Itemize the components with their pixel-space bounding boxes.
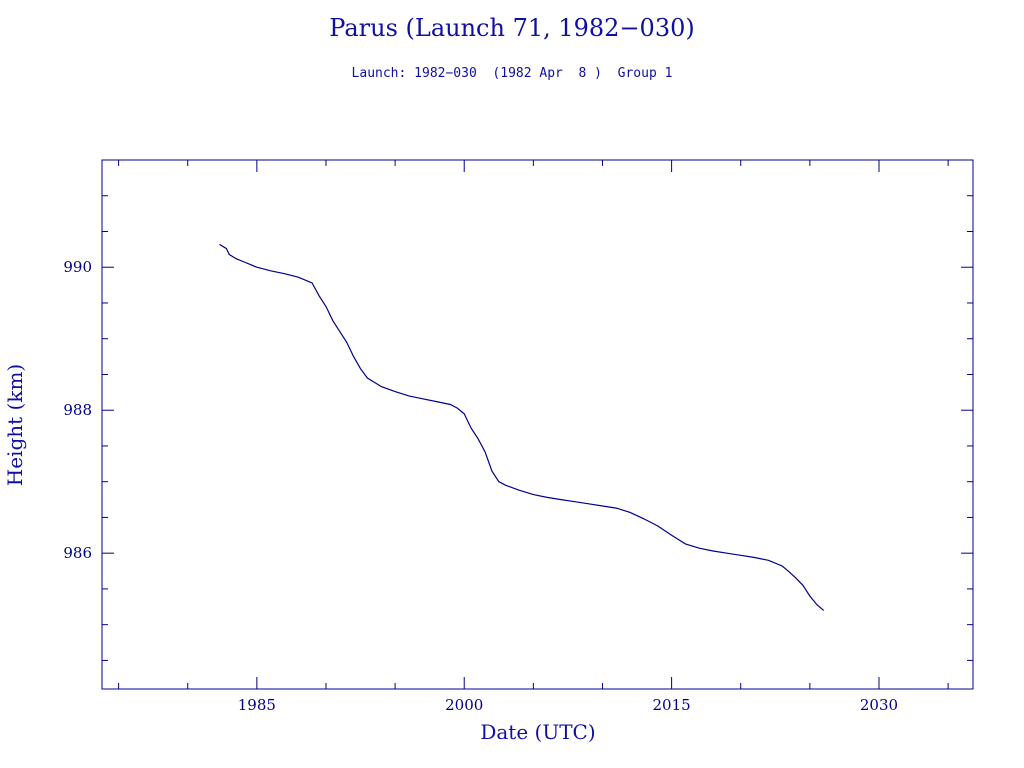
plot-frame	[101, 159, 974, 690]
x-tick-label: 2030	[860, 696, 898, 714]
chart-subtitle: Launch: 1982−030 (1982 Apr 8 ) Group 1	[351, 66, 673, 81]
y-tick-label: 990	[63, 258, 92, 276]
x-axis-label: Date (UTC)	[480, 720, 595, 744]
chart-title: Parus (Launch 71, 1982−030)	[329, 14, 695, 42]
tick-marks	[102, 160, 973, 689]
x-tick-label: 1985	[238, 696, 276, 714]
x-tick-label: 2015	[653, 696, 691, 714]
tick-labels: 1985 2000 2015 2030 986 988 990	[63, 258, 898, 714]
x-tick-label: 2000	[445, 696, 483, 714]
y-tick-label: 986	[63, 544, 92, 562]
series-line	[219, 243, 825, 611]
y-axis-label: Height (km)	[3, 364, 27, 486]
y-tick-label: 988	[63, 401, 92, 419]
